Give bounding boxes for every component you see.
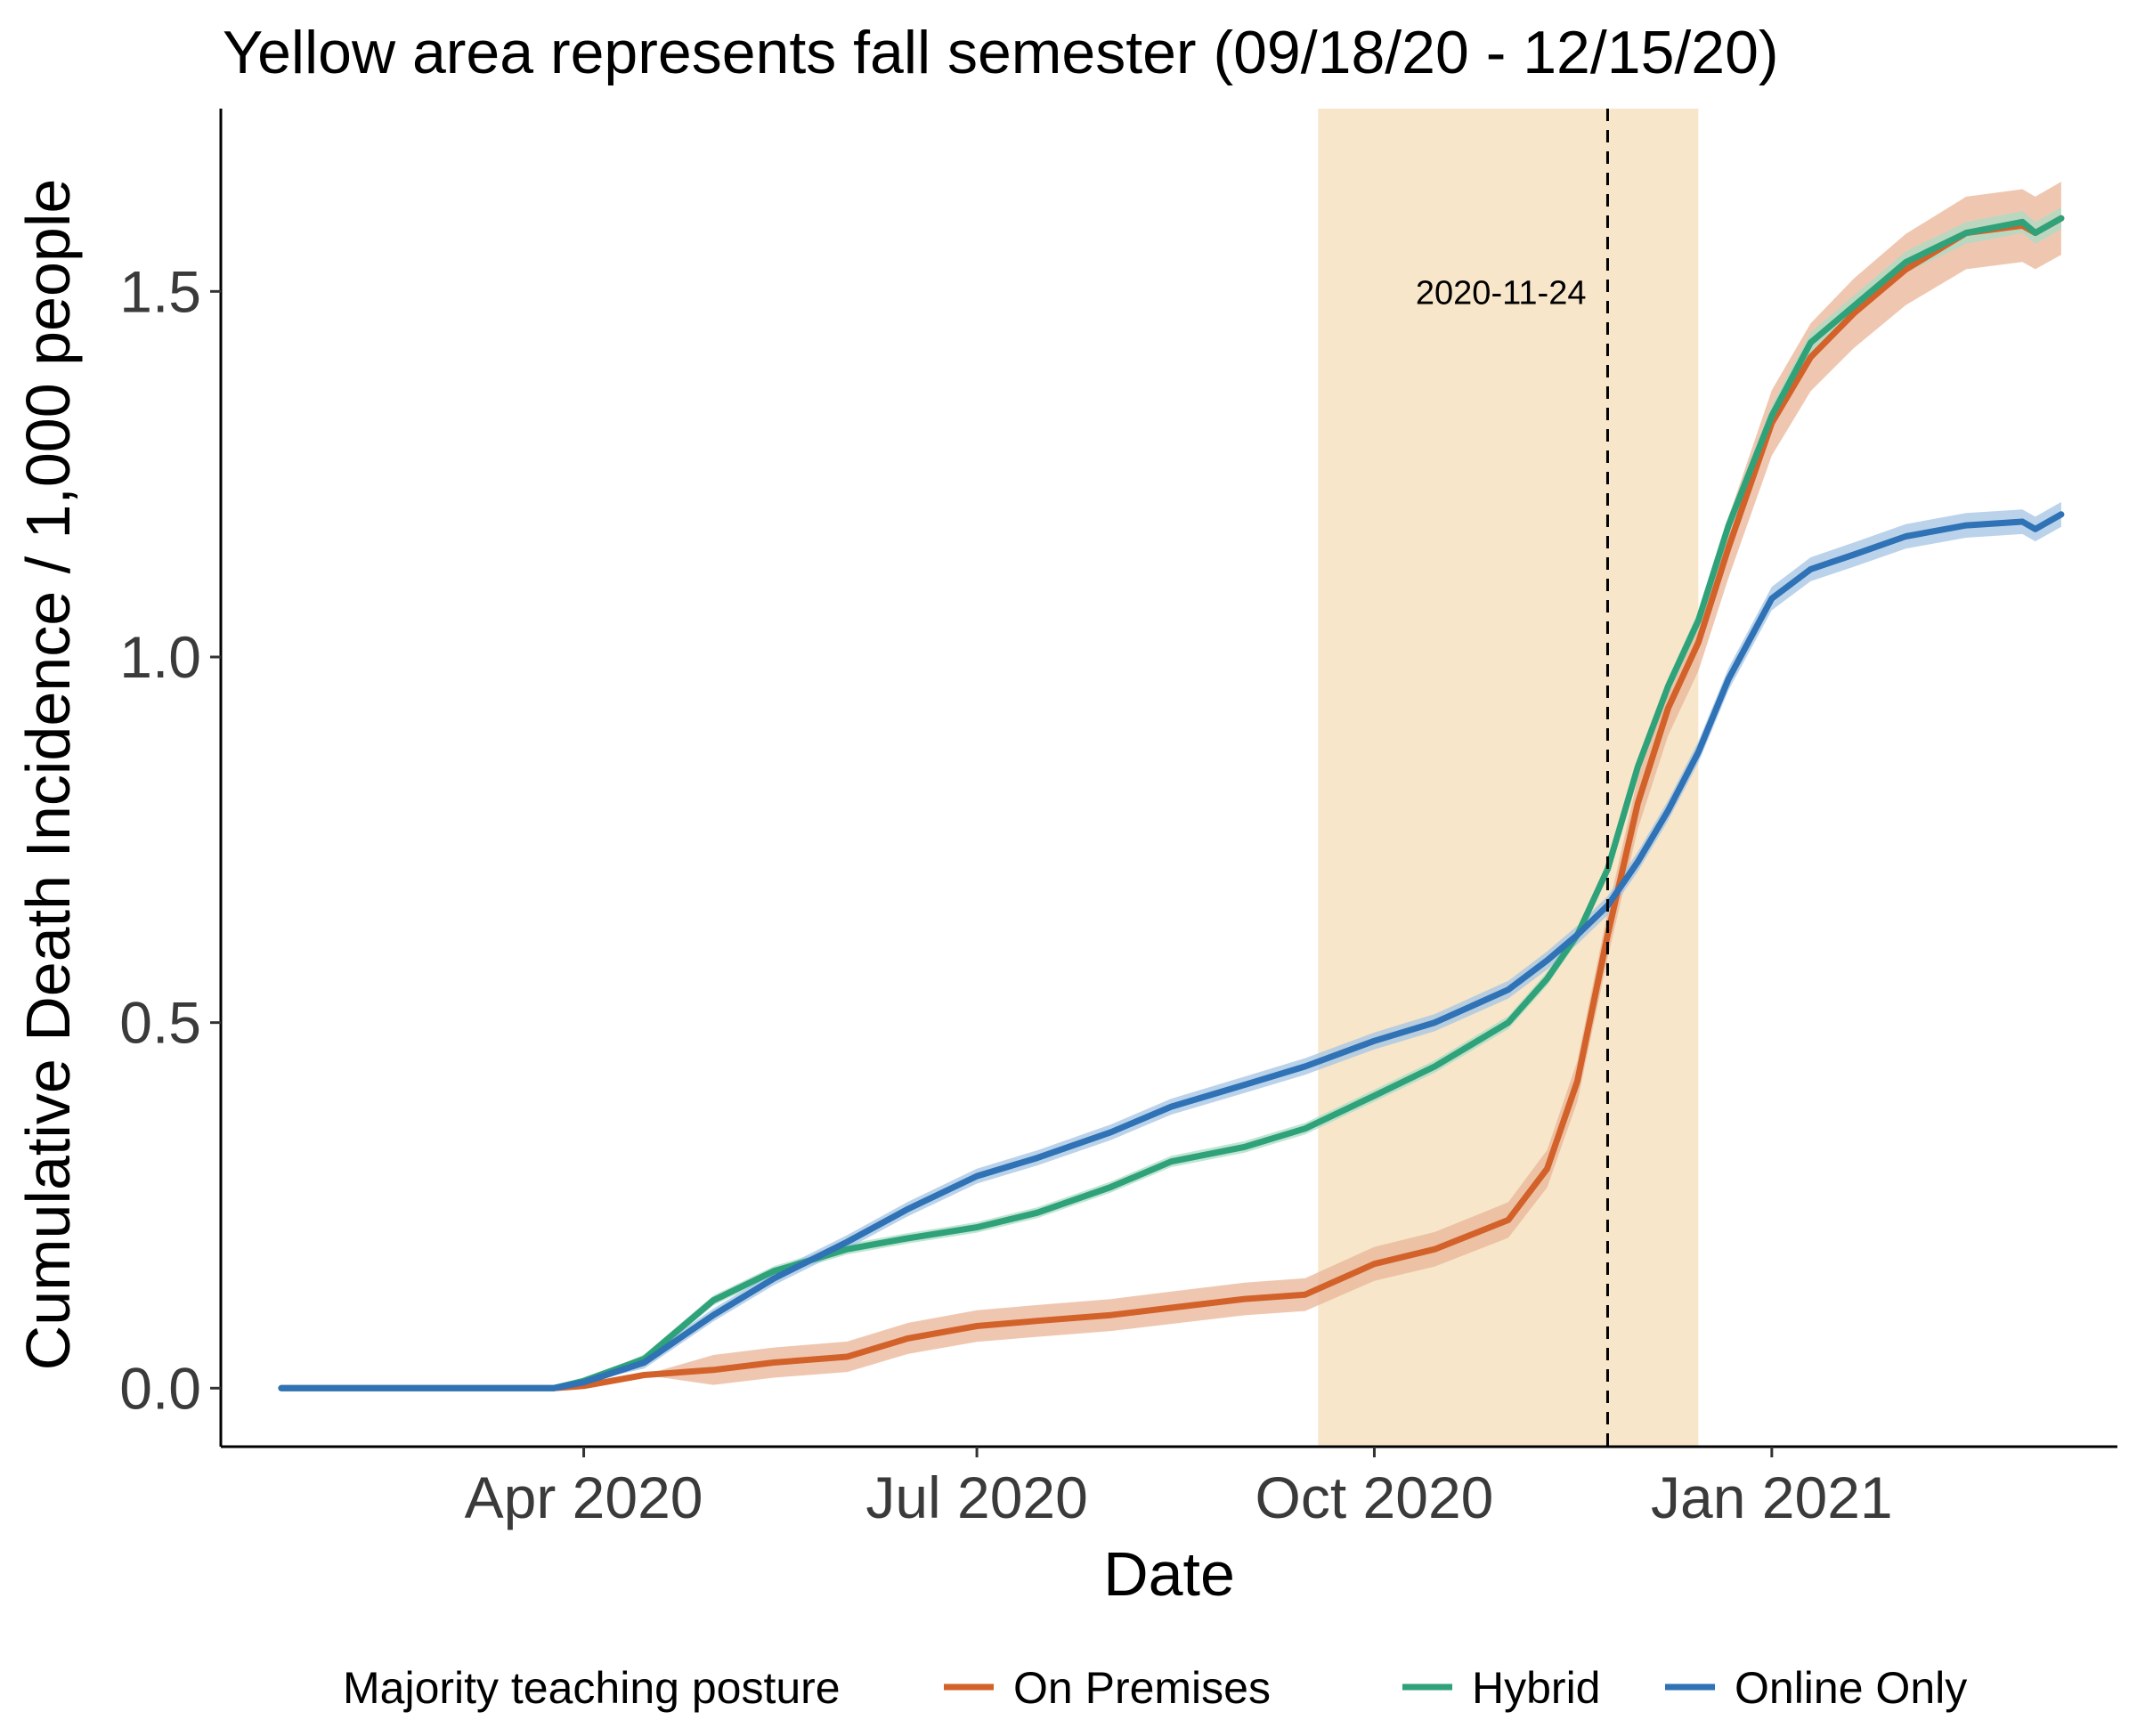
band-layer <box>280 182 2061 1389</box>
legend-title: Majority teaching posture <box>343 1663 841 1713</box>
legend-label-hybrid: Hybrid <box>1472 1663 1600 1713</box>
vline-layer: 2020-11-24 <box>1416 109 1609 1447</box>
x-tick-label: Jan 2021 <box>1651 1464 1893 1530</box>
line-layer <box>278 215 2065 1391</box>
y-axis-title: Cumulative Death Incidence / 1,000 peopl… <box>13 179 83 1371</box>
line-online-only <box>278 511 2065 1391</box>
vline-annotation: 2020-11-24 <box>1416 274 1587 312</box>
x-tick-label: Oct 2020 <box>1255 1464 1494 1530</box>
legend: Majority teaching posture On Premises Hybr… <box>343 1663 1967 1713</box>
band-online-only <box>280 501 2061 1389</box>
x-tick-label: Jul 2020 <box>865 1464 1088 1530</box>
chart-title: Yellow area represents fall semester (09… <box>223 19 1779 86</box>
legend-label-online-only: Online Only <box>1735 1663 1967 1713</box>
y-tick-label: 0.0 <box>119 1355 201 1421</box>
x-axis-title: Date <box>1103 1539 1235 1609</box>
line-hybrid <box>278 215 2065 1391</box>
x-tick-label: Apr 2020 <box>465 1464 703 1530</box>
y-ticks: 0.0 0.5 1.0 1.5 <box>119 258 221 1421</box>
x-ticks: Apr 2020 Jul 2020 Oct 2020 Jan 2021 <box>465 1447 1893 1530</box>
y-tick-label: 1.5 <box>119 258 201 324</box>
line-on-premises <box>278 215 2065 1391</box>
y-tick-label: 1.0 <box>119 624 201 690</box>
y-tick-label: 0.5 <box>119 990 201 1056</box>
band-on-premises <box>280 182 2061 1389</box>
legend-label-on-premises: On Premises <box>1013 1663 1271 1713</box>
